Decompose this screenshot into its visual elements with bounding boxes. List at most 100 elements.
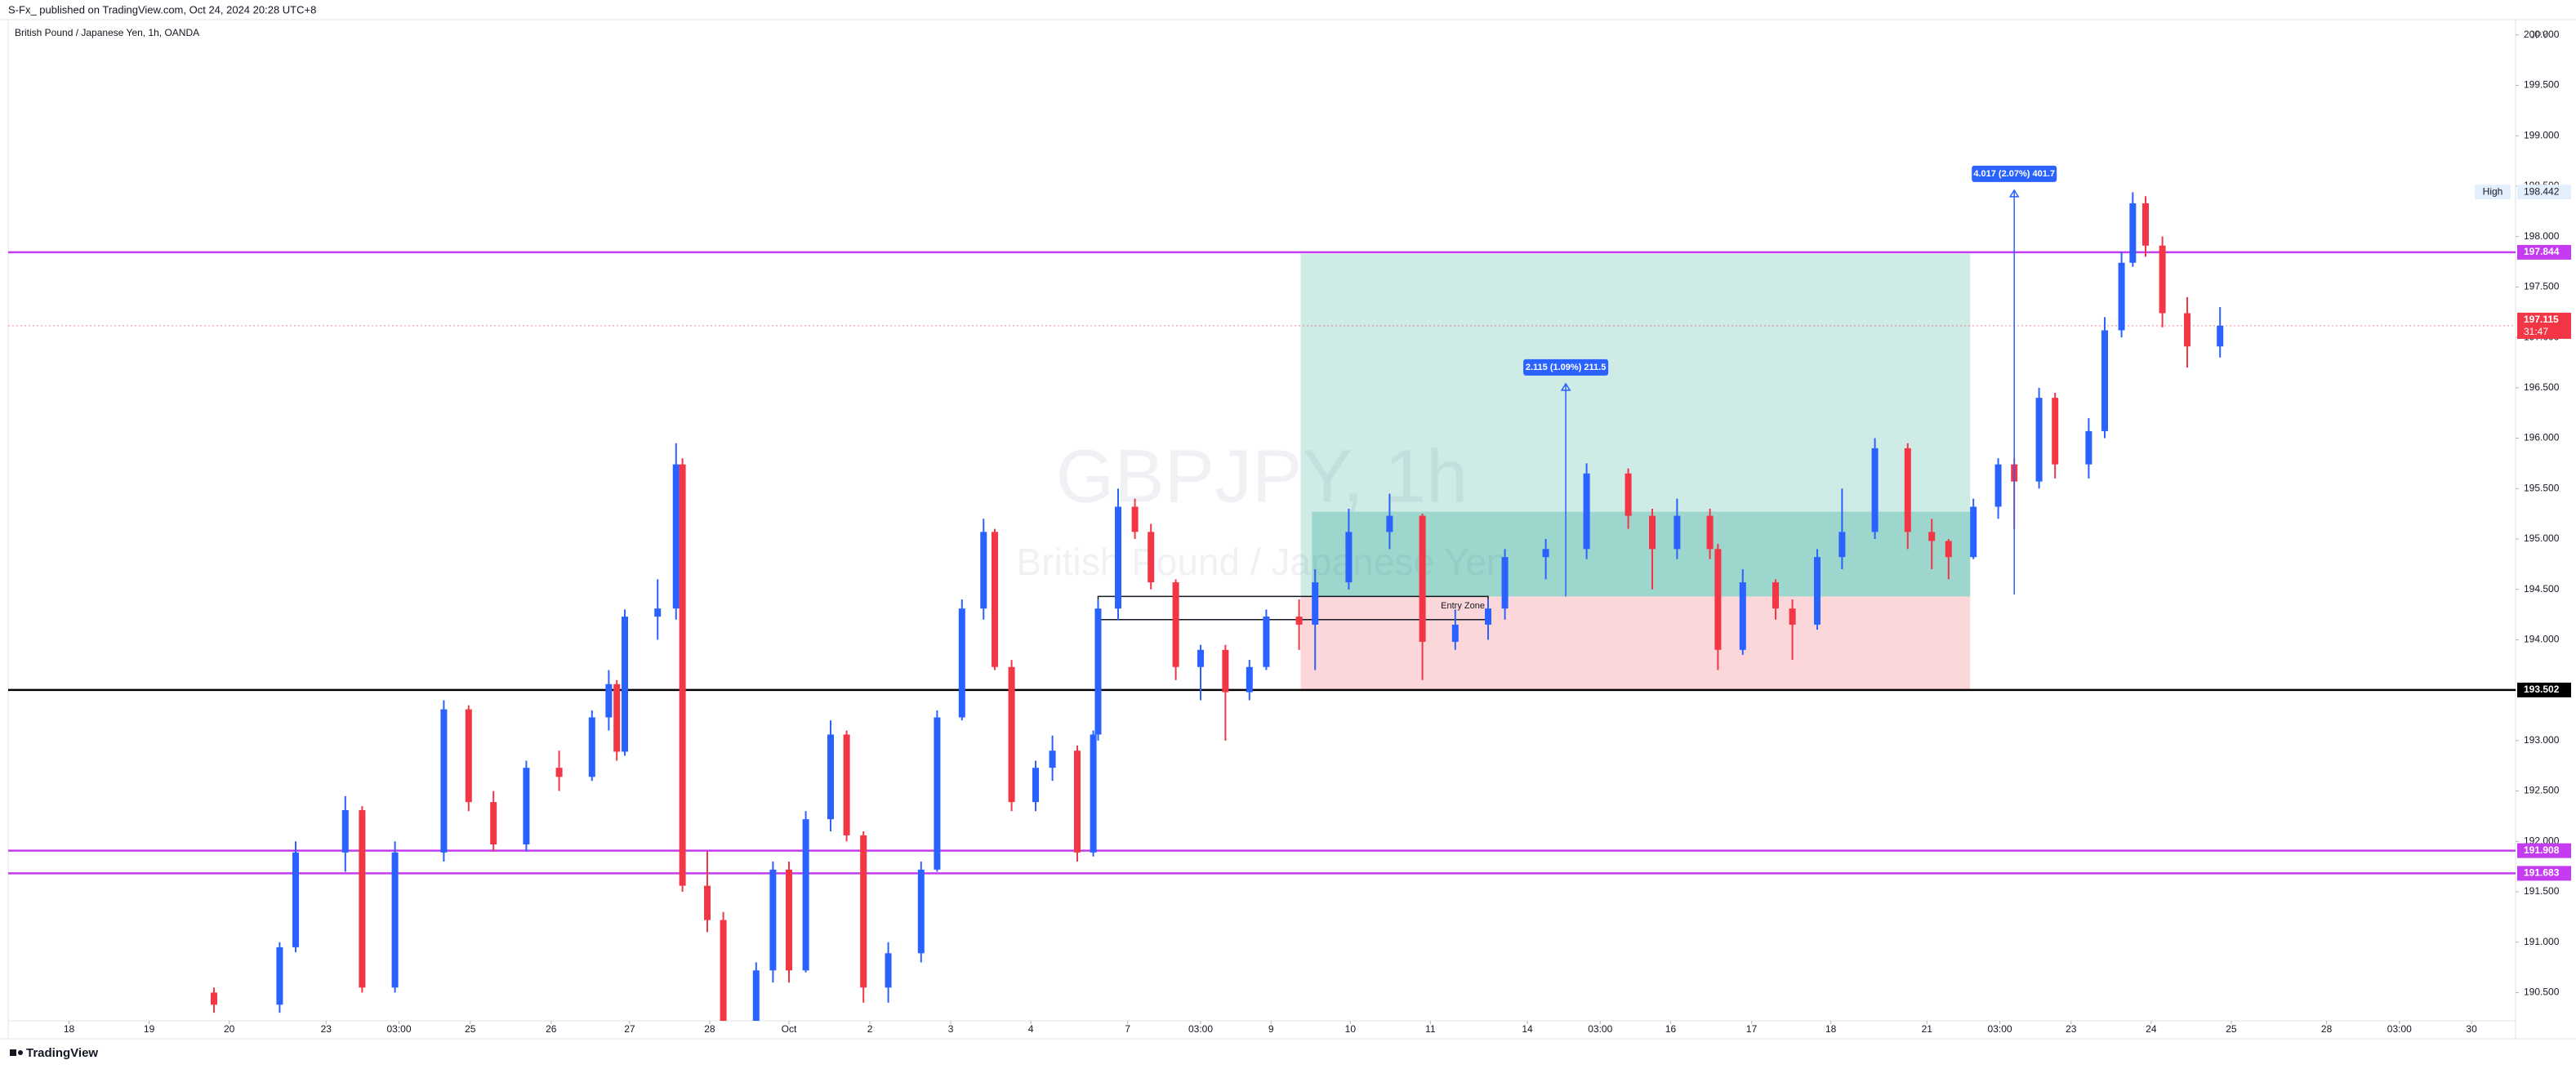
y-tick-label: 194.000 — [2524, 634, 2560, 645]
candle-body — [359, 810, 366, 988]
x-tick-label: 28 — [2321, 1023, 2333, 1035]
x-tick-label: 19 — [144, 1023, 155, 1035]
candle-body — [440, 709, 448, 853]
candle-body — [1419, 515, 1426, 642]
logo-shape — [18, 1050, 23, 1055]
x-tick-label: 30 — [2466, 1023, 2477, 1035]
level-price-box — [2517, 244, 2571, 260]
y-tick-label: 199.000 — [2524, 129, 2560, 140]
y-tick-label: 197.500 — [2524, 281, 2560, 292]
candle-body — [605, 684, 613, 718]
level-price-box — [2517, 866, 2571, 881]
candle-body — [391, 852, 399, 988]
x-tick-label: 10 — [1345, 1023, 1357, 1035]
candle-body — [860, 835, 867, 988]
candle-body — [720, 920, 727, 1021]
candle-body — [1197, 649, 1204, 667]
candle-body — [555, 768, 563, 777]
x-tick-label: 20 — [224, 1023, 235, 1035]
measure-arrowhead — [1560, 382, 1571, 391]
x-tick-label: 9 — [1268, 1023, 1274, 1035]
candle-body — [2142, 203, 2150, 246]
highlight-zone — [1312, 511, 1971, 597]
measure-label: 4.017 (2.07%) 401.7 — [1973, 169, 2055, 179]
candle-body — [991, 532, 998, 667]
y-tick-label: 192.500 — [2524, 785, 2560, 796]
x-tick-label: 03:00 — [1188, 1023, 1213, 1035]
high-tag-label: High — [2483, 185, 2503, 197]
candle-body — [1032, 768, 1040, 803]
candle-body — [490, 802, 497, 844]
x-tick-label: 7 — [1125, 1023, 1130, 1035]
y-tick-label: 200.000 — [2524, 29, 2560, 40]
candle-body — [980, 532, 987, 609]
symbol-description: British Pound / Japanese Yen, 1h, OANDA — [15, 27, 199, 38]
x-tick-label: 4 — [1028, 1023, 1034, 1035]
candle-body — [2183, 313, 2190, 347]
candle-body — [1131, 506, 1139, 532]
x-tick-label: 11 — [1425, 1023, 1436, 1035]
level-price-box — [2517, 682, 2571, 697]
candle-body — [1049, 751, 1056, 768]
x-tick-label: 03:00 — [1988, 1023, 2012, 1035]
y-tick-label: 199.500 — [2524, 79, 2560, 91]
candle-body — [2129, 203, 2137, 263]
y-tick-label: 191.000 — [2524, 936, 2560, 947]
x-tick-label: 25 — [2226, 1023, 2237, 1035]
y-tick-label: 190.500 — [2524, 987, 2560, 998]
candle-body — [1345, 532, 1353, 583]
candle-body — [1945, 541, 1952, 558]
candle-body — [1674, 515, 1681, 550]
level-price-label: 197.844 — [2524, 246, 2560, 257]
x-tick-label: 25 — [465, 1023, 476, 1035]
candle-body — [1073, 751, 1081, 853]
y-tick-label: 196.000 — [2524, 432, 2560, 443]
candle-body — [1649, 515, 1656, 550]
candle-body — [1813, 557, 1821, 625]
y-tick-label: 191.500 — [2524, 885, 2560, 897]
candle-body — [917, 869, 925, 954]
candle-body — [1838, 532, 1846, 558]
countdown-label: 31:47 — [2524, 326, 2548, 337]
candle-body — [827, 734, 834, 820]
profit-zone — [1300, 253, 1971, 597]
x-tick-label: 03:00 — [386, 1023, 411, 1035]
footer-brand[interactable]: TradingView — [26, 1046, 98, 1060]
candle-body — [1714, 549, 1722, 650]
candle-body — [2052, 398, 2059, 465]
candle-body — [1295, 617, 1303, 625]
candle-body — [523, 768, 530, 844]
candle-body — [465, 709, 472, 803]
y-tick-label: 195.500 — [2524, 482, 2560, 493]
candle-body — [679, 464, 686, 886]
candle-body — [1312, 582, 1319, 625]
candle-body — [1148, 532, 1155, 583]
candle-body — [1772, 582, 1780, 609]
candle-body — [613, 684, 621, 752]
candle-body — [769, 869, 777, 971]
measure-label-box — [1972, 165, 2057, 182]
level-price-box — [2517, 843, 2571, 858]
candle-body — [654, 608, 662, 617]
currency-label: JPY — [2530, 29, 2548, 41]
candle-body — [292, 852, 300, 947]
candle-body — [588, 717, 595, 777]
candle-body — [276, 947, 283, 1005]
x-tick-label: 3 — [948, 1023, 954, 1035]
candle-body — [1386, 515, 1393, 532]
candle-body — [1994, 464, 2002, 507]
candle-body — [1222, 649, 1229, 693]
candle-body — [934, 717, 941, 870]
measure-arrowhead — [2008, 189, 2020, 198]
watermark: GBPJPY, 1h — [1056, 434, 1468, 518]
candle-body — [2217, 325, 2224, 347]
candle-body — [2035, 398, 2043, 482]
axes: 190.500191.000191.500192.000192.500193.0… — [64, 29, 2571, 1035]
publisher-line: S-Fx_ published on TradingView.com, Oct … — [8, 3, 316, 16]
tradingview-logo — [10, 1049, 23, 1056]
x-tick-label: 26 — [546, 1023, 557, 1035]
candle-body — [210, 992, 217, 1005]
candle-body — [1871, 448, 1879, 532]
